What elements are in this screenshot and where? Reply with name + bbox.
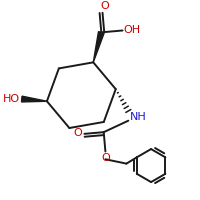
Polygon shape [93, 32, 104, 62]
Text: HO: HO [3, 94, 20, 104]
Text: O: O [101, 153, 110, 163]
Text: O: O [101, 1, 109, 11]
Polygon shape [22, 96, 47, 102]
Text: O: O [74, 128, 82, 138]
Text: OH: OH [124, 25, 141, 35]
Text: NH: NH [130, 112, 147, 122]
